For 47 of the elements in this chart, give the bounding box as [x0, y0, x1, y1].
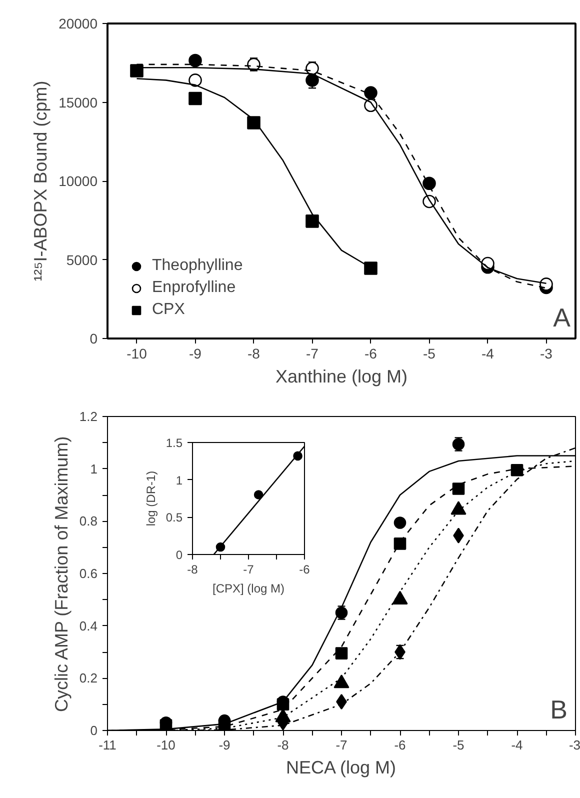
x-tick-label: -8 — [277, 738, 289, 752]
y-axis-title: log (DR-1) — [144, 470, 158, 526]
x-tick-label: -7 — [306, 346, 319, 362]
x-tick-label: -10 — [126, 346, 148, 362]
annotation: B — [550, 694, 568, 724]
x-tick-label: -4 — [482, 346, 494, 362]
y-tick-label: 1.2 — [79, 409, 98, 424]
x-tick-label: -3 — [568, 738, 580, 752]
y-tick-label: 20000 — [58, 16, 98, 32]
x-tick-label: -7 — [243, 562, 254, 576]
legend-label: CPX — [152, 301, 185, 319]
x-tick-label: -9 — [218, 738, 230, 752]
y-tick-label: 0.4 — [79, 618, 98, 634]
x-tick-label: -10 — [156, 738, 176, 752]
y-tick-label: 1.5 — [166, 436, 183, 450]
x-tick-label: -3 — [540, 346, 553, 362]
x-axis-title: Xanthine (log M) — [275, 366, 408, 386]
x-tick-label: -9 — [189, 346, 202, 362]
y-tick-label: 0.8 — [79, 514, 98, 529]
x-tick-label: -8 — [248, 346, 260, 362]
x-tick-label: -11 — [98, 738, 116, 752]
x-tick-label: -6 — [364, 346, 378, 362]
y-tick-label: 10000 — [58, 173, 98, 189]
x-tick-label: -4 — [511, 738, 523, 752]
x-tick-label: -6 — [299, 562, 310, 576]
y-tick-label: 5000 — [66, 252, 98, 268]
x-tick-label: -6 — [394, 738, 406, 752]
y-tick-label: 1 — [90, 461, 98, 476]
legend-label: Enprofylline — [152, 279, 236, 297]
y-tick-label: 1 — [176, 473, 183, 488]
y-tick-label: 0 — [90, 723, 98, 738]
y-tick-label: 0.2 — [79, 670, 98, 686]
legend-label: Theophylline — [152, 257, 243, 275]
y-tick-label: 15000 — [58, 94, 98, 110]
x-tick-label: -5 — [452, 738, 464, 752]
x-axis-title: NECA (log M) — [286, 758, 396, 778]
x-tick-label: -7 — [336, 738, 348, 752]
y-axis-title: ¹²⁵I-ABOPX Bound (cpm) — [30, 80, 51, 282]
y-tick-label: 0.6 — [79, 566, 98, 581]
y-tick-label: 0 — [176, 548, 183, 562]
y-tick-label: 0 — [90, 330, 98, 346]
x-tick-label: -8 — [187, 562, 198, 576]
y-axis-title: Cyclic AMP (Fraction of Maximum) — [51, 436, 72, 712]
x-tick-label: -5 — [423, 346, 436, 362]
annotation: A — [553, 302, 572, 332]
x-axis-title: [CPX] (log M) — [212, 582, 285, 596]
y-tick-label: 0.5 — [166, 510, 183, 525]
